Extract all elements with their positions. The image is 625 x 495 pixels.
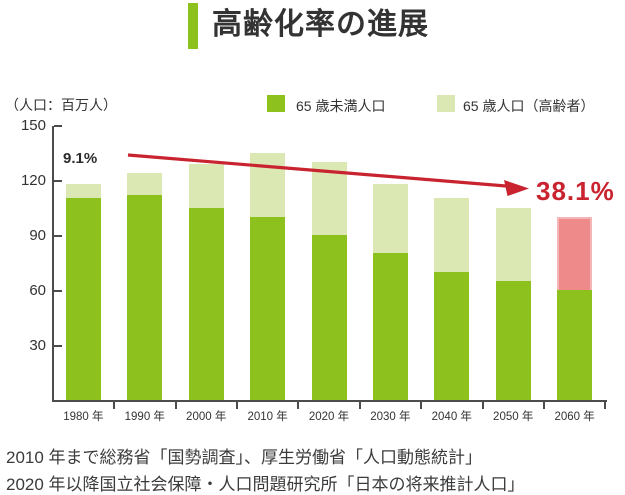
x-category-label: 2050 年 <box>493 411 534 423</box>
source-note-line1: 2010 年まで総務省「国勢調査」、厚生労働省「人口動態統計」 <box>6 448 483 467</box>
bar-under65-2030年 <box>372 253 408 400</box>
y-tick-mark <box>54 125 62 127</box>
bar-under65-2020年 <box>311 235 347 400</box>
x-tick-mark <box>420 400 423 409</box>
y-tick-label: 90 <box>29 227 46 244</box>
x-category-label: 2020 年 <box>308 411 350 423</box>
bar-over65-2020年 <box>311 161 347 235</box>
x-tick-mark <box>358 400 361 409</box>
x-tick-mark <box>542 400 545 409</box>
legend-swatch-under65 <box>267 95 285 112</box>
x-axis-line <box>52 400 607 402</box>
bar-under65-2060年 <box>557 290 593 400</box>
bar-under65-2050年 <box>495 280 531 400</box>
x-category-label: 2060 年 <box>554 411 595 423</box>
x-category-label: 2010 年 <box>247 411 288 423</box>
page-title: 高齢化率の進展 <box>212 8 429 41</box>
y-tick-mark <box>54 180 62 182</box>
bar-under65-2040年 <box>434 271 470 400</box>
x-tick-mark <box>235 400 238 409</box>
legend-label-over65: 65 歳人口（高齢者） <box>463 98 595 114</box>
x-category-label: 2040 年 <box>431 411 472 423</box>
bar-over65-2000年 <box>188 163 224 208</box>
x-category-label: 2000 年 <box>186 411 227 423</box>
y-tick-mark <box>54 290 62 292</box>
y-axis-line <box>52 126 54 402</box>
y-tick-mark <box>54 235 62 237</box>
x-tick-mark <box>604 400 607 409</box>
y-tick-label: 120 <box>20 172 46 189</box>
bar-under65-2000年 <box>188 207 224 400</box>
legend-swatch-over65 <box>437 95 455 112</box>
y-axis-unit-label: （人口：百万人） <box>5 97 117 113</box>
x-category-label: 1990 年 <box>124 411 165 423</box>
x-tick-mark <box>113 400 116 409</box>
bar-over65-1980年 <box>65 183 101 199</box>
start-rate-label: 9.1% <box>63 150 98 167</box>
legend-label-under65: 65 歳未満人口 <box>296 98 386 114</box>
y-tick-label: 150 <box>20 117 46 134</box>
x-tick-mark <box>481 400 484 409</box>
y-tick-label: 60 <box>29 282 46 299</box>
end-rate-label: 38.1% <box>536 176 615 206</box>
bar-over65-1990年 <box>127 172 163 195</box>
bar-over65-2050年 <box>495 207 531 281</box>
bar-over65-2040年 <box>434 198 470 272</box>
x-tick-mark <box>174 400 177 409</box>
y-tick-mark <box>54 345 62 347</box>
y-tick-label: 30 <box>29 337 46 354</box>
bar-under65-2010年 <box>250 216 286 400</box>
x-tick-mark <box>297 400 300 409</box>
bar-over65-2060年 <box>557 216 593 290</box>
x-category-label: 1980 年 <box>63 411 104 423</box>
source-note-line2: 2020 年以降国立社会保障・人口問題研究所「日本の将来推計人口」 <box>6 475 525 494</box>
bar-under65-1990年 <box>127 194 163 400</box>
bar-over65-2010年 <box>250 152 286 217</box>
title-accent-bar <box>188 3 198 49</box>
x-category-label: 2030 年 <box>370 411 411 423</box>
bar-over65-2030年 <box>372 183 408 254</box>
bar-under65-1980年 <box>65 198 101 400</box>
